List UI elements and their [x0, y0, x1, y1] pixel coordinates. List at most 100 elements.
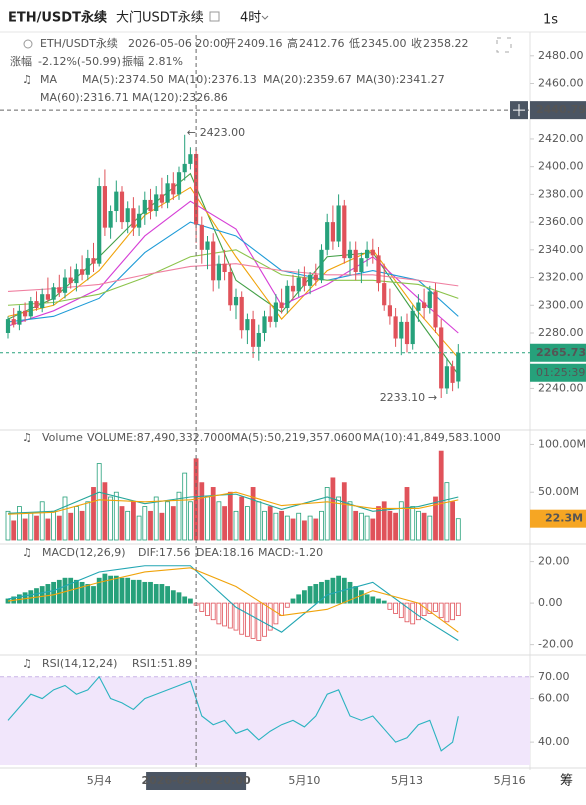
- candle-body: [114, 191, 119, 212]
- y-tick-label: -20.00: [538, 638, 573, 651]
- footer-tab[interactable]: 筹: [560, 773, 573, 789]
- x-tick-label: 5月4: [87, 774, 112, 787]
- macd-bar: [404, 602, 410, 623]
- macd-bar: [296, 594, 302, 604]
- macd-bar: [244, 602, 250, 637]
- candle-body: [456, 352, 461, 382]
- volume-bar: [170, 506, 176, 541]
- legend-item: MA(20):2359.67: [263, 73, 352, 86]
- volume-bar: [307, 515, 313, 541]
- candle-body: [433, 291, 438, 328]
- volume-bar: [79, 510, 85, 541]
- y-tick-label: 2280.00: [538, 326, 584, 339]
- macd-bar: [119, 577, 125, 604]
- edit-icon[interactable]: [209, 11, 220, 22]
- macd-bar: [176, 592, 182, 604]
- info-value: 2412.76: [299, 37, 345, 50]
- volume-bar: [290, 518, 296, 541]
- eye-icon[interactable]: [23, 39, 33, 49]
- macd-bar: [307, 586, 313, 604]
- candle-body: [285, 285, 290, 309]
- volume-bar: [222, 506, 228, 541]
- info-label: 高: [287, 36, 298, 50]
- y-tick-label: 50.00M: [538, 485, 579, 498]
- contract[interactable]: 大门USDT永续: [116, 11, 204, 26]
- macd-bar: [256, 602, 262, 641]
- macd-bar: [415, 602, 421, 621]
- macd-bar: [421, 602, 427, 616]
- legend-item: DEA:18.16: [196, 546, 254, 559]
- macd-bar: [85, 584, 91, 604]
- symbol[interactable]: ETH/USDT永续: [8, 10, 107, 26]
- candle-body: [359, 258, 364, 272]
- volume-bar: [296, 512, 302, 541]
- candle-body: [85, 258, 90, 275]
- volume-bar: [153, 496, 159, 541]
- change-value: -2.12%(-50.99): [38, 55, 121, 68]
- macd-bar: [364, 594, 370, 604]
- legend-item: MA(60):2316.71: [40, 91, 129, 104]
- countdown-box: [530, 363, 586, 382]
- candle-body: [370, 249, 375, 256]
- volume-bar: [393, 512, 399, 541]
- speed[interactable]: 1s: [543, 13, 558, 28]
- dropdown-icon[interactable]: [261, 15, 269, 20]
- low-label: 2233.10: [380, 391, 426, 404]
- volume-bar: [199, 482, 205, 541]
- volume-bar: [62, 496, 68, 541]
- macd-title: MACD(12,26,9): [42, 546, 126, 559]
- candle-body: [11, 319, 16, 325]
- bell-icon[interactable]: ♫: [22, 73, 32, 86]
- candle-body: [262, 316, 267, 333]
- macd-bar: [284, 602, 290, 608]
- bell-icon[interactable]: ♫: [22, 657, 32, 670]
- bell-icon[interactable]: ♫: [22, 431, 32, 444]
- macd-bar: [22, 592, 28, 604]
- plus-icon: [513, 104, 525, 117]
- volume-bar: [256, 501, 262, 541]
- volume-bar: [119, 506, 125, 541]
- macd-bar: [216, 602, 222, 625]
- volume-bar: [415, 510, 421, 541]
- candle-body: [148, 199, 153, 212]
- candle-body: [325, 222, 330, 250]
- overlay: 2480.00 2460.00 2420.00 2400.00 2380.00 2360.…: [0, 35, 586, 790]
- rsi-band-group: [0, 676, 530, 765]
- volume-bar: [450, 501, 456, 541]
- macd-bar: [153, 584, 159, 604]
- fullscreen-icon[interactable]: [496, 37, 512, 53]
- high-label: 2423.00: [200, 126, 246, 139]
- volume-ma-line: [7, 491, 459, 514]
- y-tick-label: 2360.00: [538, 215, 584, 228]
- candle-body: [353, 249, 358, 272]
- candle-body: [347, 249, 353, 259]
- candle-body: [376, 255, 381, 284]
- change-label: 振幅: [122, 54, 144, 68]
- candle-body: [57, 287, 62, 293]
- macd-bar: [142, 581, 148, 604]
- y-tick-label: 40.00: [538, 735, 570, 748]
- candle-body: [91, 258, 96, 264]
- volume-bar: [358, 512, 364, 541]
- candle-body: [256, 332, 261, 347]
- ma-title: MA: [40, 73, 57, 86]
- macd-bar: [279, 602, 285, 616]
- macd-bar: [393, 602, 399, 614]
- macd-bar: [319, 581, 324, 604]
- candle-body: [62, 277, 68, 293]
- candle-body: [176, 172, 182, 195]
- candle-body: [404, 321, 410, 345]
- candle-body: [233, 296, 239, 306]
- macd-bar: [273, 602, 279, 625]
- bell-icon[interactable]: ♫: [22, 546, 32, 559]
- volume-bar: [113, 491, 119, 541]
- macd-bar: [113, 575, 119, 604]
- volume-title: Volume: [42, 431, 83, 444]
- volume-bar: [45, 518, 51, 541]
- candle-body: [80, 269, 85, 275]
- y-tick-label: 100.00M: [538, 437, 586, 450]
- candle-body: [97, 186, 102, 264]
- interval[interactable]: 4时: [240, 11, 261, 26]
